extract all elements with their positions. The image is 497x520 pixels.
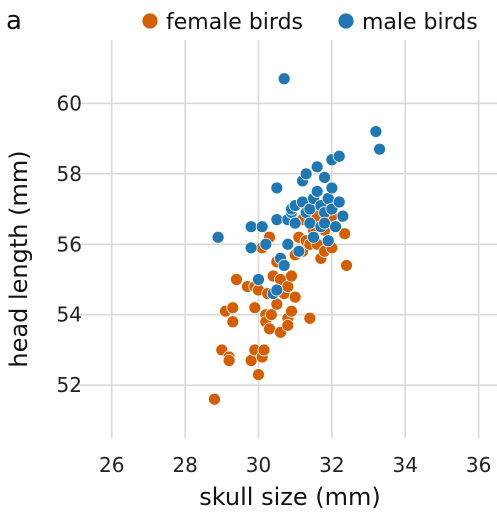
panel-label: a xyxy=(6,6,22,36)
x-tick-label: 30 xyxy=(246,453,271,477)
male-data-point xyxy=(329,220,342,234)
male-data-point xyxy=(299,167,313,181)
male-data-point xyxy=(310,160,324,174)
x-tick-label: 34 xyxy=(393,453,418,477)
male-data-point xyxy=(369,125,383,138)
y-tick-label: 60 xyxy=(57,91,82,115)
y-tick-label: 54 xyxy=(57,303,82,327)
female-data-point xyxy=(226,315,240,329)
male-data-point xyxy=(321,234,335,248)
y-tick-labels: 52 54 56 58 60 xyxy=(57,91,82,397)
female-data-point xyxy=(338,227,352,241)
male-data-point xyxy=(270,181,284,195)
x-tick-label: 32 xyxy=(319,453,344,477)
male-data-point xyxy=(211,230,225,244)
male-data-point xyxy=(255,220,269,234)
legend-female-marker xyxy=(141,12,159,30)
female-data-point xyxy=(264,308,278,322)
female-data-point xyxy=(230,273,243,286)
x-tick-label: 28 xyxy=(172,453,197,477)
male-data-point xyxy=(259,237,273,251)
male-data-point xyxy=(277,259,291,272)
y-tick-label: 52 xyxy=(57,373,82,397)
male-data-point xyxy=(332,149,346,163)
y-tick-label: 56 xyxy=(57,232,82,256)
female-data-point xyxy=(257,343,271,357)
male-data-point xyxy=(310,185,324,198)
female-data-point xyxy=(285,304,298,318)
female-data-point xyxy=(226,301,240,315)
male-data-point xyxy=(277,72,291,86)
female-data-point xyxy=(288,290,302,304)
female-data-point xyxy=(263,322,276,336)
female-data-point xyxy=(340,259,353,272)
male-data-point xyxy=(318,170,331,184)
data-points xyxy=(208,72,386,406)
male-data-point xyxy=(244,220,258,234)
female-data-point xyxy=(285,269,298,283)
legend-female-label: female birds xyxy=(166,10,303,35)
male-data-point xyxy=(270,283,284,297)
female-data-point xyxy=(208,392,221,406)
male-data-point xyxy=(292,244,306,258)
male-data-point xyxy=(303,216,317,230)
female-data-point xyxy=(281,318,295,332)
female-data-point xyxy=(222,354,236,367)
male-data-point xyxy=(318,216,331,230)
x-tick-label: 26 xyxy=(99,453,124,477)
legend-male-marker xyxy=(337,12,355,30)
male-data-point xyxy=(325,181,339,195)
male-data-point xyxy=(307,230,320,244)
legend: female birds male birds xyxy=(141,10,478,35)
x-tick-label: 36 xyxy=(466,453,491,477)
male-data-point xyxy=(332,195,346,209)
female-data-point xyxy=(248,301,262,315)
male-data-point xyxy=(288,216,302,230)
y-tick-label: 58 xyxy=(57,162,82,186)
female-data-point xyxy=(303,311,317,325)
male-data-point xyxy=(252,273,265,286)
male-data-point xyxy=(270,213,284,227)
male-data-point xyxy=(373,142,386,156)
x-axis-title: skull size (mm) xyxy=(199,483,381,511)
male-data-point xyxy=(336,209,350,223)
y-axis-title: head length (mm) xyxy=(5,150,33,367)
male-data-point xyxy=(244,241,258,255)
female-data-point xyxy=(252,368,265,382)
x-tick-labels: 26 28 30 32 34 36 xyxy=(99,453,491,477)
male-data-point xyxy=(281,237,295,251)
legend-male-label: male birds xyxy=(362,10,478,35)
